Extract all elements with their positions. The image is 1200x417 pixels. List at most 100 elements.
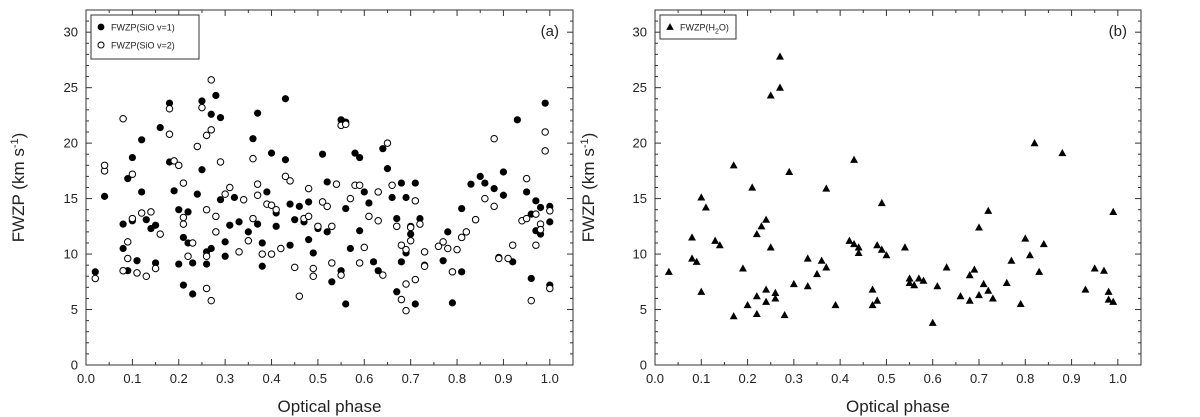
data-point [128,153,136,162]
data-point [304,212,313,221]
data-point [388,193,396,202]
data-point [281,95,290,103]
data-point [119,266,127,275]
data-point [346,244,354,253]
data-point [188,239,197,247]
data-point [882,251,891,259]
data-point [831,300,840,309]
x-tick-label: 0.5 [309,371,327,386]
data-point [854,248,863,257]
data-point [254,220,262,228]
data-point [532,197,540,205]
data-point [1100,266,1108,274]
data-point [532,210,540,218]
y-tick-label: 20 [64,136,78,151]
data-point [905,274,914,282]
data-point [873,296,882,304]
data-point [202,284,211,293]
data-point [328,222,336,231]
data-point [527,296,535,305]
data-point [868,300,877,309]
x-tick-label: 0.4 [262,371,280,386]
data-point [235,218,243,226]
panel-label: (a) [541,23,559,40]
data-point [965,296,974,304]
data-point [664,267,673,275]
data-point [979,279,988,288]
data-point [286,177,294,185]
legend-entry: FWZP(SiO v=1) [111,23,175,33]
data-point [383,139,392,147]
data-point [365,212,373,221]
data-point [202,260,211,268]
plot-frame [85,9,574,366]
y-tick-label: 0 [71,358,78,373]
data-point [318,198,327,206]
x-tick-label: 0.5 [877,371,895,386]
data-point [291,216,299,224]
data-point [854,243,863,251]
data-point [697,287,706,295]
data-point [119,114,127,123]
data-point [165,104,174,113]
data-point [536,203,545,212]
data-point [448,268,457,276]
data-point [900,243,909,251]
x-axis-label: Optical phase [278,397,382,416]
data-point [207,76,215,84]
data-point [481,179,489,187]
data-point [179,213,188,222]
data-point [179,220,188,228]
data-point [198,97,206,105]
y-tick-label: 10 [64,247,78,262]
data-point [323,228,331,236]
data-point [397,179,405,187]
data-point [314,222,322,231]
y-axis-label: FWZP (km s-1) [9,133,28,243]
data-point [374,267,382,275]
data-point [323,202,331,211]
data-point [124,254,132,263]
y-tick-label: 25 [633,80,647,95]
data-point [193,190,201,198]
data-point [286,241,294,249]
data-point [458,204,466,213]
data-point [1035,267,1044,275]
data-point [91,268,99,276]
data-point [715,241,724,249]
data-point [151,221,160,229]
legend-box [90,14,200,60]
data-point [688,233,696,241]
data-point [165,130,174,138]
legend-entry: FWZP(SiO v=2) [111,41,175,51]
data-point [198,103,206,112]
data-point [147,208,155,216]
data-point [546,207,554,215]
legend-marker [97,41,105,49]
data-point [933,282,942,290]
data-point [402,245,410,254]
data-point [124,238,132,246]
data-point [249,135,257,143]
data-point [133,269,141,277]
data-point [365,199,373,207]
data-point [444,244,452,253]
data-point [360,243,369,252]
y-tick-label: 5 [640,302,647,317]
data-point [179,281,187,289]
data-point [258,262,266,270]
data-point [281,172,290,181]
data-point [766,243,775,251]
series-1 [664,52,1118,326]
data-point [448,299,457,307]
data-point [965,271,974,279]
data-point [156,230,164,238]
data-point [919,276,928,284]
data-point [1090,264,1099,272]
data-point [481,194,489,203]
data-point [499,191,508,199]
data-point [1025,251,1034,259]
data-point [1058,149,1067,157]
data-point [1104,287,1113,295]
